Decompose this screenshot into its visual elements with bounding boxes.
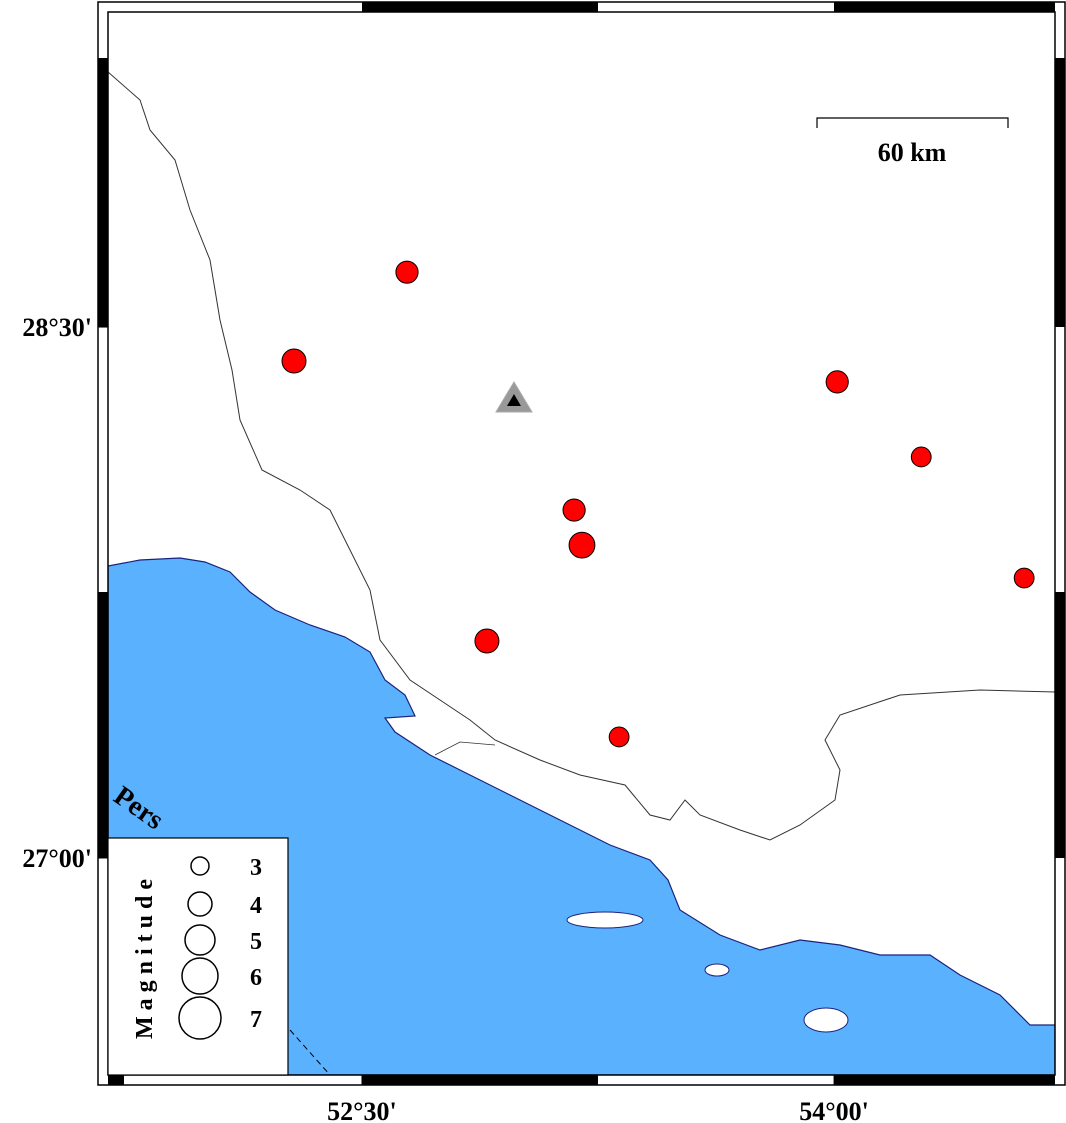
x-tick-label: 52°30'	[327, 1097, 397, 1123]
shoreline	[434, 741, 496, 756]
frame-bar	[362, 2, 598, 12]
scale-label: 60 km	[878, 138, 947, 167]
frame-bar	[98, 58, 108, 327]
legend: Magnitude 3 4 5 6 7	[107, 837, 289, 1076]
frame	[97, 1, 1066, 1086]
earthquake	[910, 446, 932, 468]
legend-label: 5	[250, 929, 262, 955]
legend-symbol	[184, 924, 216, 956]
y-tick-label: 28°30'	[22, 313, 92, 342]
legend-label: 7	[250, 1007, 262, 1033]
frame-bar	[362, 1075, 598, 1085]
basemap: Pers	[108, 71, 1055, 1075]
legend-title: Magnitude	[132, 873, 158, 1039]
coastline	[108, 71, 1055, 841]
earthquake	[568, 531, 596, 559]
earthquake	[1013, 567, 1035, 589]
frame-bar	[98, 592, 108, 858]
scale-bar: 60 km	[816, 117, 1009, 167]
frame-bar	[1055, 58, 1065, 327]
legend-symbol	[190, 856, 210, 876]
frame-bar	[1055, 592, 1065, 858]
x-tick-label: 54°00'	[799, 1097, 869, 1123]
legend-symbol	[187, 891, 213, 917]
frame-bar	[108, 1075, 124, 1085]
island	[803, 1007, 849, 1033]
legend-label: 4	[250, 893, 262, 919]
sea	[108, 557, 1055, 1075]
earthquake	[825, 370, 849, 394]
earthquake	[608, 726, 630, 748]
earthquake	[474, 628, 500, 654]
earthquake	[281, 348, 307, 374]
boundary	[289, 1029, 331, 1075]
scale-line	[816, 117, 1009, 128]
earthquake	[395, 260, 419, 284]
station-core	[506, 393, 521, 406]
island	[566, 911, 644, 929]
legend-symbol	[181, 957, 219, 995]
frame-bar	[834, 1075, 1055, 1085]
legend-label: 6	[250, 965, 262, 991]
earthquake	[562, 498, 586, 522]
y-tick-label: 27°00'	[22, 844, 92, 873]
legend-box	[107, 837, 289, 1076]
frame-bar	[834, 2, 1055, 12]
island	[704, 963, 730, 977]
legend-label: 3	[250, 855, 262, 881]
legend-symbol	[178, 996, 222, 1040]
